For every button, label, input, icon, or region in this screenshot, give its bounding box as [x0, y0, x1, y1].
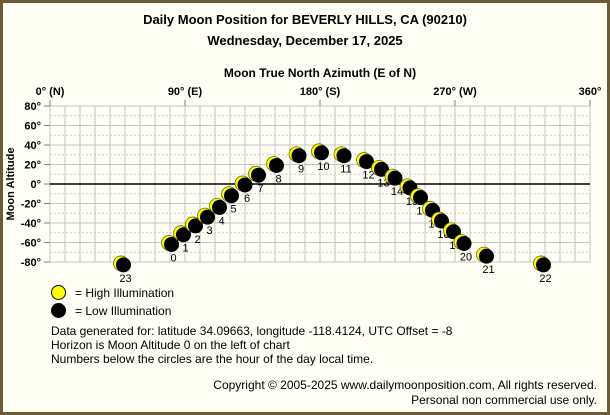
moon-point-hour-10: 10 — [311, 143, 330, 173]
y-tick-label: -80° — [21, 257, 41, 269]
note-horizon: Horizon is Moon Altitude 0 on the left o… — [51, 338, 290, 352]
moon-disc — [291, 148, 307, 164]
hour-label: 1 — [182, 243, 188, 255]
legend-high-illumination: = High Illumination — [51, 285, 174, 300]
legend-low-label: = Low Illumination — [75, 303, 172, 318]
moon-point-hour-8: 8 — [266, 156, 284, 185]
moon-disc — [224, 188, 239, 204]
moon-disc — [200, 209, 215, 225]
hour-label: 2 — [194, 234, 200, 246]
hour-label: 4 — [218, 215, 224, 227]
moon-disc — [387, 170, 403, 186]
hour-label: 11 — [340, 164, 351, 176]
moon-point-hour-12: 12 — [356, 152, 375, 182]
moon-point-hour-9: 9 — [288, 146, 307, 176]
page-date: Wednesday, December 17, 2025 — [207, 33, 403, 48]
moon-point-hour-5: 5 — [221, 186, 239, 216]
y-tick-label: -60° — [21, 238, 41, 250]
moon-point-hour-7: 7 — [248, 165, 266, 195]
usage-text: Personal non commercial use only. — [411, 393, 597, 407]
x-tick-label: 0° (N) — [36, 86, 65, 98]
hour-label: 12 — [362, 170, 374, 182]
moon-point-hour-14: 14 — [384, 168, 403, 198]
y-tick-label: 80° — [24, 101, 41, 113]
moon-disc — [536, 257, 551, 273]
hour-label: 14 — [391, 186, 403, 198]
moon-point-hour-0: 0 — [161, 235, 179, 264]
moon-disc — [456, 235, 472, 251]
note-data-generated: Data generated for: latitude 34.09663, l… — [51, 324, 453, 338]
moon-point-hour-11: 11 — [333, 146, 352, 176]
moon-point-hour-21: 21 — [476, 246, 495, 276]
x-axis-title: Moon True North Azimuth (E of N) — [224, 66, 416, 80]
moon-disc — [212, 199, 227, 215]
copyright-text: Copyright © 2005-2025 www.dailymoonposit… — [213, 378, 597, 392]
moon-point-hour-18: 18 — [431, 211, 450, 241]
legend-high-label: = High Illumination — [75, 285, 175, 300]
x-tick-label: 90° (E) — [168, 86, 203, 98]
moon-disc — [413, 190, 428, 206]
low-illumination-swatch-icon — [51, 303, 66, 318]
y-tick-label: -40° — [21, 218, 41, 230]
high-illumination-swatch-icon — [51, 285, 66, 300]
chart-axes: 0° (N) 90° (E) 180° (S) 270° (W) 360°80°60°4… — [21, 86, 602, 269]
chart-grid — [49, 105, 591, 263]
moon-disc — [359, 154, 374, 170]
moon-point-hour-4: 4 — [209, 197, 227, 227]
y-tick-label: 20° — [24, 160, 41, 172]
y-tick-label: -20° — [21, 199, 41, 211]
x-tick-label: 180° (S) — [300, 86, 341, 98]
moon-disc — [116, 257, 131, 273]
moon-point-hour-3: 3 — [197, 207, 215, 237]
hour-label: 9 — [298, 164, 304, 176]
note-hour-numbers: Numbers below the circles are the hour o… — [51, 352, 374, 366]
legend-low-illumination: = Low Illumination — [51, 303, 171, 318]
moon-disc — [336, 148, 352, 164]
moon-point-hour-22: 22 — [533, 255, 552, 285]
moon-disc — [269, 157, 284, 173]
moon-point-hour-23: 23 — [113, 255, 132, 285]
moon-point-hour-1: 1 — [173, 225, 191, 255]
hour-label: 7 — [257, 183, 263, 195]
hour-label: 8 — [275, 173, 281, 185]
hour-label: 20 — [460, 251, 472, 263]
y-tick-label: 0° — [30, 179, 41, 191]
y-tick-label: 60° — [24, 121, 41, 133]
moon-disc — [164, 236, 179, 252]
hour-label: 22 — [539, 273, 551, 285]
hour-label: 0 — [170, 252, 176, 264]
x-tick-label: 270° (W) — [433, 86, 477, 98]
moon-disc — [251, 167, 266, 183]
hour-label: 5 — [230, 204, 236, 216]
y-axis-title: Moon Altitude — [5, 148, 17, 221]
moon-disc — [188, 218, 203, 234]
y-tick-label: 40° — [24, 140, 41, 152]
moon-point-hour-6: 6 — [234, 175, 253, 205]
moon-disc — [176, 227, 191, 243]
hour-label: 23 — [119, 273, 131, 285]
hour-label: 10 — [317, 161, 329, 173]
x-tick-label: 360° — [579, 86, 602, 98]
moon-disc — [479, 248, 494, 264]
moon-point-hour-16: 16 — [410, 188, 429, 218]
moon-disc — [374, 161, 389, 177]
hour-label: 21 — [482, 264, 494, 276]
page-title: Daily Moon Position for BEVERLY HILLS, C… — [143, 12, 467, 27]
chart-data-points: 01234567891011121314151617181920212223 — [113, 143, 552, 285]
moon-point-hour-2: 2 — [185, 216, 203, 246]
moon-point-hour-20: 20 — [453, 234, 472, 263]
moon-disc — [237, 177, 253, 193]
hour-label: 3 — [206, 225, 212, 237]
moon-disc — [314, 145, 329, 161]
moon-disc — [434, 213, 449, 229]
hour-label: 6 — [244, 193, 250, 205]
